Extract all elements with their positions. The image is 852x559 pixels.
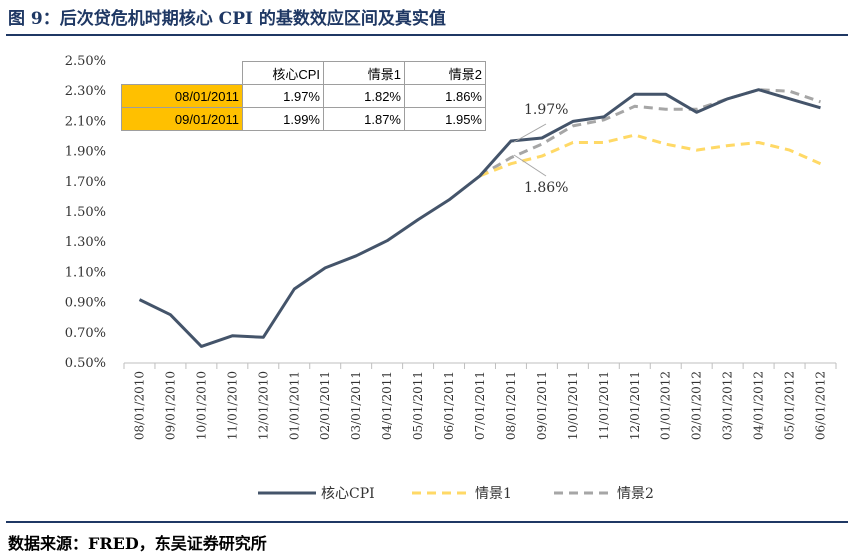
y-tick-label: 2.50% — [65, 54, 106, 69]
table-cell: 1.86% — [404, 84, 486, 108]
x-tick-label: 11/01/2010 — [225, 371, 239, 440]
table-header-core-cpi: 核心CPI — [242, 61, 324, 85]
x-tick-label: 09/01/2010 — [163, 371, 177, 440]
x-tick-label: 04/01/2011 — [380, 371, 394, 440]
table-cell: 1.87% — [323, 107, 405, 131]
x-tick-label: 10/01/2011 — [566, 371, 580, 440]
x-tick-label: 09/01/2011 — [535, 371, 549, 440]
legend-item-scenario-1: 情景1 — [412, 486, 512, 502]
x-tick-label: 01/01/2011 — [287, 371, 301, 440]
y-tick-label: 1.70% — [65, 175, 106, 190]
table-row: 09/01/2011 1.99% 1.87% 1.95% — [121, 107, 486, 131]
x-tick-label: 07/01/2011 — [473, 371, 487, 440]
series-line-1 — [479, 133, 822, 178]
annotation-leader-2 — [513, 154, 547, 177]
y-tick-label: 1.30% — [65, 235, 106, 250]
table-cell: 1.97% — [242, 84, 324, 108]
x-tick-label: 01/01/2012 — [659, 371, 673, 440]
table-row-label: 09/01/2011 — [121, 107, 243, 131]
x-tick-label: 11/01/2011 — [597, 371, 611, 440]
table-header-row: 核心CPI 情景1 情景2 — [121, 61, 486, 85]
y-tick-label: 1.50% — [65, 205, 106, 220]
table-cell: 1.95% — [404, 107, 486, 131]
footer-rule — [6, 521, 848, 523]
x-tick-label: 06/01/2011 — [442, 371, 456, 440]
table-row-label: 08/01/2011 — [121, 84, 243, 108]
x-tick-label: 05/01/2011 — [411, 371, 425, 440]
y-tick-label: 2.30% — [65, 84, 106, 99]
series-line-0 — [138, 88, 821, 348]
table-row: 08/01/2011 1.97% 1.82% 1.86% — [121, 84, 486, 108]
table-cell: 1.82% — [323, 84, 405, 108]
annotation-label-1: 1.97% — [524, 102, 568, 118]
x-tick-label: 08/01/2010 — [132, 371, 146, 440]
x-tick-label: 05/01/2012 — [783, 371, 797, 440]
series-layer — [138, 88, 822, 348]
x-tick-label: 10/01/2010 — [194, 371, 208, 440]
annotation-layer: 1.97% 1.86% — [513, 102, 568, 196]
annotation-leader-1 — [513, 123, 547, 143]
y-tick-label: 1.90% — [65, 145, 106, 160]
x-axis: 08/01/2010 09/01/2010 10/01/2010 11/01/2010… — [123, 362, 837, 440]
x-tick-label: 03/01/2012 — [721, 371, 735, 440]
legend: 核心CPI 情景1 情景2 — [258, 486, 654, 502]
legend-label-scenario-1: 情景1 — [475, 486, 512, 502]
x-tick-label: 02/01/2012 — [690, 371, 704, 440]
x-tick-label: 12/01/2011 — [628, 371, 642, 440]
y-tick-label: 1.10% — [65, 265, 106, 280]
x-tick-label: 04/01/2012 — [752, 371, 766, 440]
y-tick-label: 0.50% — [65, 356, 106, 371]
legend-item-scenario-2: 情景2 — [554, 486, 654, 502]
y-tick-label: 0.90% — [65, 296, 106, 311]
legend-item-core-cpi: 核心CPI — [258, 486, 375, 502]
x-tick-label: 06/01/2012 — [814, 371, 828, 440]
legend-label-core-cpi: 核心CPI — [321, 486, 375, 502]
table-corner-cell — [121, 61, 243, 85]
y-tick-label: 2.10% — [65, 114, 106, 129]
table-header-scenario-1: 情景1 — [323, 61, 405, 85]
x-tick-label: 08/01/2011 — [504, 371, 518, 440]
title-rule — [6, 34, 848, 36]
legend-label-scenario-2: 情景2 — [617, 486, 654, 502]
y-axis: 2.50% 2.30% 2.10% 1.90% 1.70% 1.50% 1.30% 1.10%… — [65, 54, 106, 371]
table-header-scenario-2: 情景2 — [404, 61, 486, 85]
x-tick-label: 02/01/2011 — [318, 371, 332, 440]
x-tick-label: 12/01/2010 — [256, 371, 270, 440]
x-tick-label: 03/01/2011 — [349, 371, 363, 440]
figure-title: 图 9：后次贷危机时期核心 CPI 的基数效应区间及真实值 — [8, 9, 446, 29]
table-cell: 1.99% — [242, 107, 324, 131]
annotation-label-2: 1.86% — [524, 180, 568, 196]
inset-data-table: 核心CPI 情景1 情景2 08/01/2011 1.97% 1.82% 1.8… — [121, 61, 486, 131]
source-note: 数据来源：FRED，东吴证券研究所 — [8, 534, 267, 553]
y-tick-label: 0.70% — [65, 326, 106, 341]
